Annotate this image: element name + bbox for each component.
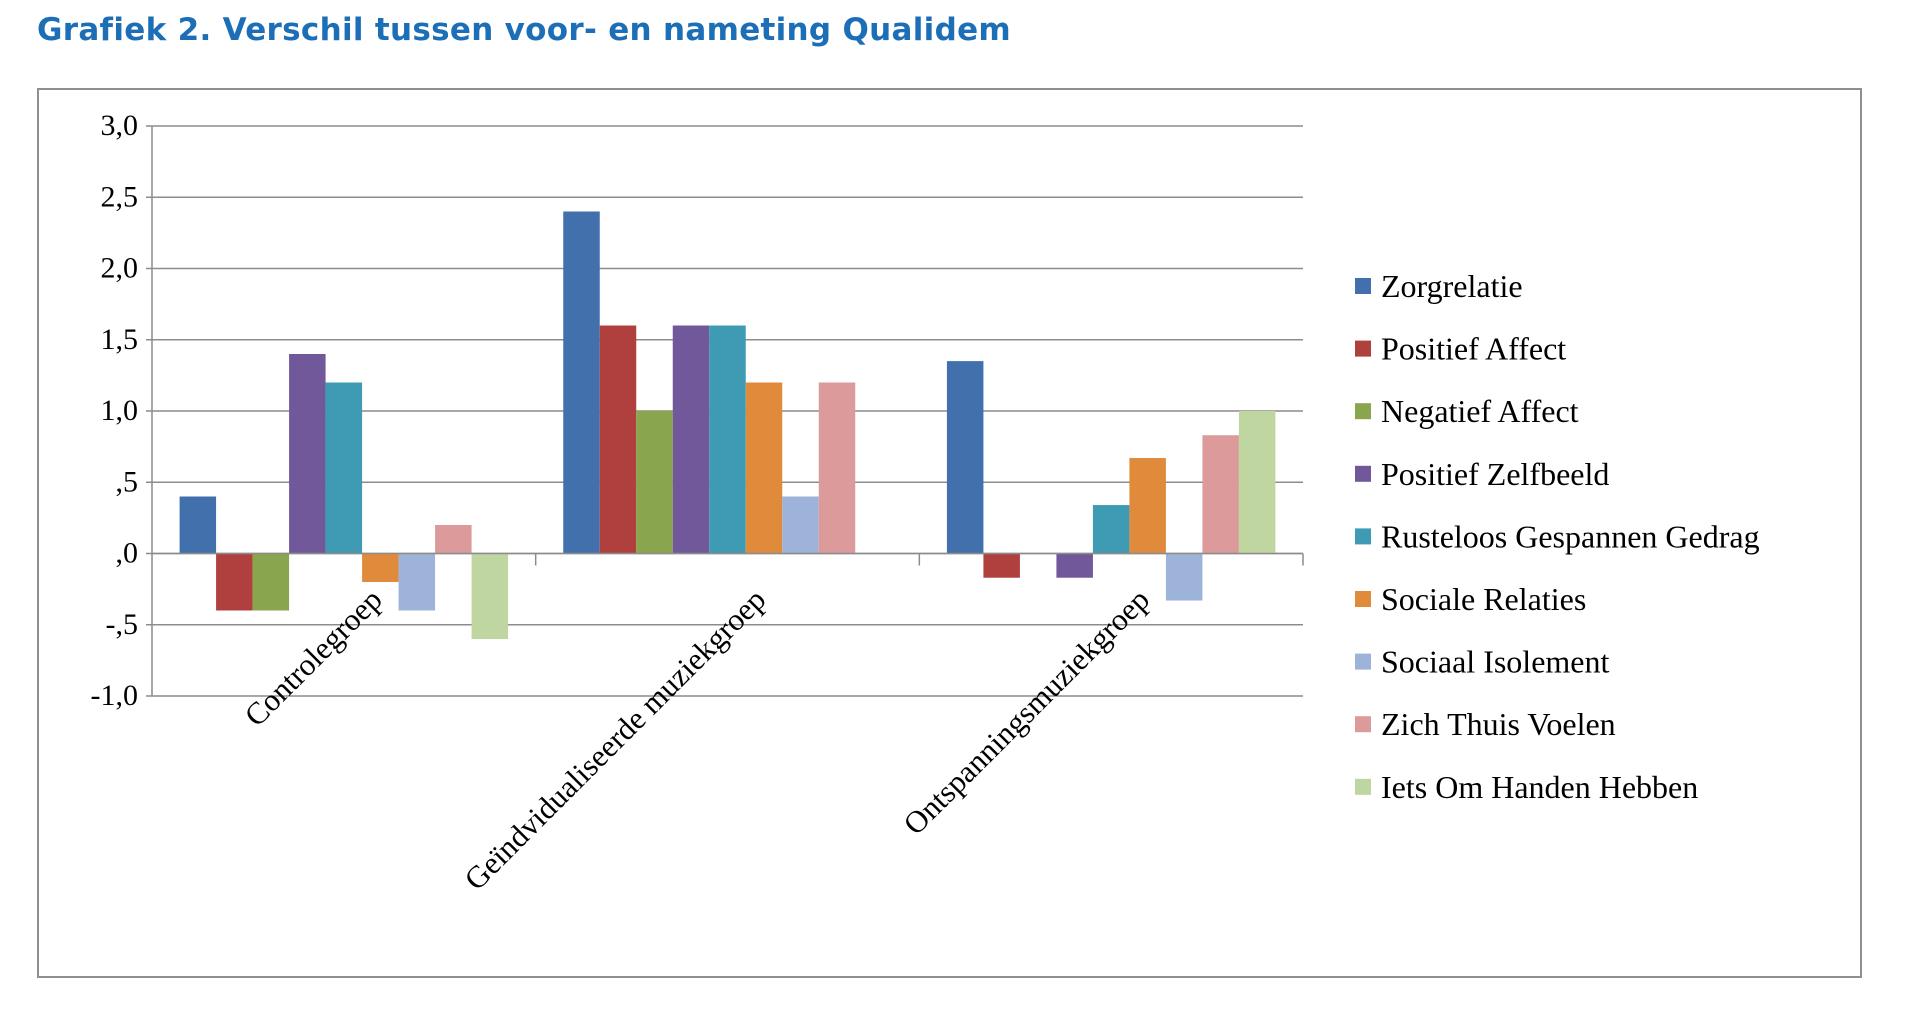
- y-tick-label: 1,5: [101, 323, 139, 356]
- legend-label: Zorgrelatie: [1381, 268, 1523, 304]
- y-tick-label: 2,5: [101, 180, 139, 213]
- bar-sociale-relaties: [362, 553, 399, 582]
- bar-zich-thuis-voelen: [1202, 435, 1239, 554]
- y-tick-label: 3,0: [101, 109, 139, 142]
- legend-swatch: [1355, 653, 1371, 670]
- legend-swatch: [1355, 278, 1371, 294]
- axes: [151, 126, 1304, 696]
- legend-label: Negatief Affect: [1381, 393, 1579, 429]
- bar-zorgrelatie: [179, 496, 217, 554]
- legend-swatch: [1355, 716, 1371, 733]
- bar-rusteloos-gespannen-gedrag: [1092, 505, 1130, 554]
- bar-sociale-relaties: [745, 382, 783, 554]
- bar-rusteloos-gespannen-gedrag: [325, 382, 363, 554]
- y-tick-label: ,5: [116, 465, 139, 498]
- bars: [179, 211, 1276, 639]
- bar-negatief-affect: [252, 553, 290, 611]
- legend-swatch: [1355, 778, 1371, 795]
- bar-negatief-affect: [636, 411, 673, 554]
- page-title: Grafiek 2. Verschil tussen voor- en name…: [37, 12, 1012, 48]
- bar-sociaal-isolement: [782, 496, 819, 554]
- bar-zorgrelatie: [563, 211, 600, 554]
- x-category-label: Ontspanningsmuziekgroep: [896, 582, 1156, 842]
- y-tick-label: -1,0: [91, 679, 139, 712]
- bar-iets-om-handen-hebben: [471, 553, 509, 639]
- y-tick-label: 2,0: [101, 252, 139, 285]
- legend-label: Rusteloos Gespannen Gedrag: [1381, 518, 1760, 554]
- legend-swatch: [1355, 591, 1371, 607]
- y-tick-label: 1,0: [101, 394, 139, 427]
- bar-zich-thuis-voelen: [435, 525, 472, 554]
- bar-positief-zelfbeeld: [672, 325, 710, 554]
- bar-positief-affect: [216, 553, 253, 611]
- bar-chart: 3,0 2,5 2,0 1,5 1,0 ,5 ,0 -,5 -1,0 Controlegroep…: [91, 109, 1760, 897]
- legend-label: Positief Zelfbeeld: [1381, 456, 1609, 492]
- legend-swatch: [1355, 465, 1371, 482]
- legend-swatch: [1355, 528, 1371, 545]
- bar-positief-zelfbeeld: [1056, 553, 1093, 578]
- bar-positief-affect: [983, 553, 1020, 578]
- bar-sociale-relaties: [1129, 458, 1166, 554]
- bar-zorgrelatie: [946, 361, 984, 554]
- legend-label: Iets Om Handen Hebben: [1381, 769, 1698, 805]
- bar-zich-thuis-voelen: [818, 382, 856, 554]
- bar-positief-zelfbeeld: [289, 354, 326, 554]
- bar-positief-affect: [599, 325, 637, 554]
- y-tick-label: -,5: [106, 608, 139, 641]
- bar-iets-om-handen-hebben: [1238, 411, 1276, 554]
- bar-sociaal-isolement: [1165, 553, 1203, 601]
- y-tick-label: ,0: [116, 537, 139, 570]
- legend: Zorgrelatie Positief Affect Negatief Affec…: [1355, 268, 1760, 805]
- legend-label: Positief Affect: [1381, 331, 1566, 367]
- bar-sociaal-isolement: [398, 553, 436, 611]
- y-tick-labels: 3,0 2,5 2,0 1,5 1,0 ,5 ,0 -,5 -1,0: [91, 109, 139, 712]
- legend-label: Sociaal Isolement: [1381, 644, 1609, 680]
- legend-label: Zich Thuis Voelen: [1381, 706, 1616, 742]
- bar-rusteloos-gespannen-gedrag: [709, 325, 746, 554]
- chart-frame: 3,0 2,5 2,0 1,5 1,0 ,5 ,0 -,5 -1,0 Controlegroep…: [37, 88, 1862, 978]
- legend-swatch: [1355, 340, 1371, 357]
- legend-label: Sociale Relaties: [1381, 581, 1586, 617]
- legend-swatch: [1355, 403, 1371, 420]
- x-category-labels: Controlegroep Geïndvidualiseerde muziekgr…: [237, 582, 1156, 897]
